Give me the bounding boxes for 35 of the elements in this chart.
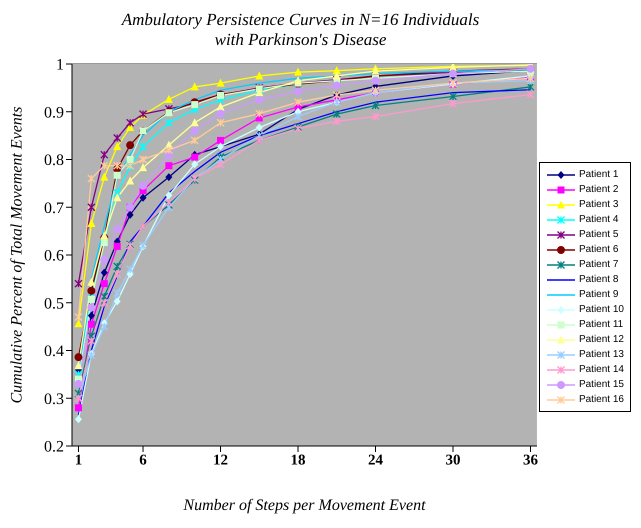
y-tick-label: 0.5 — [44, 295, 64, 312]
y-tick-label: 0.6 — [44, 248, 64, 265]
legend-label: Patient 2 — [578, 183, 618, 197]
x-tick-label: 24 — [368, 452, 384, 469]
legend-label: Patient 6 — [578, 243, 618, 257]
legend-label: Patient 1 — [578, 168, 618, 182]
x-tick-label: 6 — [139, 452, 148, 469]
legend-label: Patient 15 — [578, 378, 624, 392]
legend-label: Patient 11 — [578, 318, 624, 332]
y-tick-label: 0.3 — [44, 390, 64, 408]
chart-title: Ambulatory Persistence Curves in N=16 Individuals with Parkinson's Disease — [120, 10, 480, 50]
legend-label: Patient 3 — [578, 198, 618, 212]
y-tick-label: 0.4 — [44, 343, 64, 360]
x-axis-title: Number of Steps per Movement Event — [182, 497, 426, 514]
legend-label: Patient 10 — [578, 303, 624, 317]
y-axis-title: Cumulative Percent of Total Movement Events — [8, 106, 26, 404]
legend-label: Patient 12 — [578, 333, 624, 347]
legend-label: Patient 7 — [578, 258, 618, 272]
legend-label: Patient 13 — [578, 348, 624, 362]
x-tick-label: 1 — [74, 452, 82, 469]
legend-label: Patient 8 — [578, 273, 618, 287]
legend-label: Patient 16 — [578, 393, 624, 407]
legend-label: Patient 5 — [578, 228, 618, 242]
y-tick-label: 0.8 — [44, 152, 64, 170]
legend-label: Patient 14 — [578, 363, 624, 377]
x-tick-label: 12 — [213, 452, 228, 469]
y-tick-label: 0.9 — [44, 104, 64, 122]
y-tick-label: 1 — [56, 56, 64, 74]
x-tick-label: 30 — [446, 452, 461, 469]
x-tick-label: 18 — [290, 452, 306, 469]
legend-label: Patient 4 — [578, 213, 618, 227]
x-tick-label: 36 — [522, 452, 538, 469]
y-tick-label: 0.2 — [44, 438, 64, 456]
y-tick-label: 0.7 — [44, 200, 64, 217]
legend-label: Patient 9 — [578, 288, 618, 302]
